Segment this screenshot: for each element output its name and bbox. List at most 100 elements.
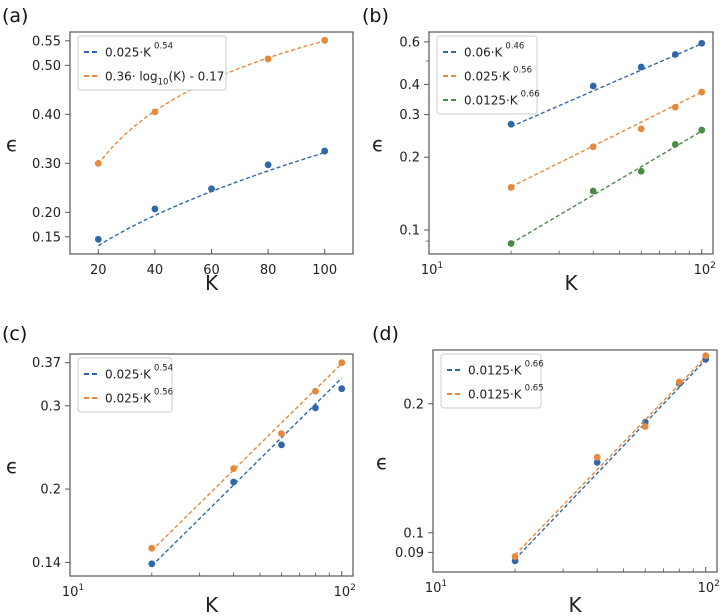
data-point bbox=[338, 359, 346, 367]
panel-label: (c) bbox=[2, 323, 27, 345]
y-tick-label: 0.3 bbox=[40, 399, 61, 414]
legend-entry: 0.0125·K 0.65 bbox=[468, 384, 544, 402]
y-axis-label: ϵ bbox=[372, 132, 384, 156]
x-tick-label: 101 bbox=[62, 583, 84, 600]
legend: 0.025·K 0.54 0.36· log10(K) - 0.17 bbox=[77, 35, 227, 91]
data-point bbox=[338, 385, 346, 393]
y-axis-label: ϵ bbox=[376, 450, 388, 474]
data-point bbox=[589, 82, 597, 90]
y-tick-label: 0.30 bbox=[32, 157, 61, 172]
x-axis-label: K bbox=[568, 593, 582, 616]
fit-line-orange bbox=[514, 356, 707, 556]
data-point bbox=[151, 205, 159, 213]
data-point bbox=[278, 441, 285, 449]
data-point bbox=[589, 143, 597, 151]
data-point bbox=[148, 560, 156, 568]
legend-box bbox=[440, 353, 542, 409]
fit-line-orange bbox=[151, 362, 343, 552]
x-tick-label: 102 bbox=[694, 261, 716, 278]
data-point bbox=[321, 147, 329, 155]
data-point bbox=[312, 387, 319, 395]
y-tick-label: 0.3 bbox=[399, 108, 420, 123]
data-point bbox=[507, 240, 515, 247]
data-point bbox=[148, 544, 156, 552]
x-axis-label: K bbox=[205, 593, 219, 616]
x-tick-label: 101 bbox=[425, 579, 447, 596]
legend: 0.025·K 0.54 0.025·K 0.56 bbox=[77, 357, 173, 413]
y-tick-label: 0.2 bbox=[40, 483, 61, 498]
legend-box bbox=[436, 35, 538, 115]
data-point bbox=[230, 478, 238, 486]
x-tick-label: 102 bbox=[334, 583, 356, 600]
panel-b: (b) 0.1 0.2 0.3 0.4 0.6 101 102 Kϵ 0.06·K 0.46 0.02… bbox=[362, 5, 716, 295]
legend-entry: 0.06·K 0.46 bbox=[464, 42, 524, 60]
fit-line-blue bbox=[514, 359, 707, 560]
data-point bbox=[698, 88, 706, 96]
x-tick-label: 40 bbox=[147, 263, 164, 278]
data-point bbox=[675, 378, 683, 386]
data-point bbox=[671, 103, 679, 111]
plot-frame bbox=[428, 31, 714, 255]
y-tick-label: 0.1 bbox=[403, 526, 424, 541]
x-tick-label: 101 bbox=[421, 261, 443, 278]
data-point bbox=[321, 36, 329, 44]
data-point bbox=[94, 235, 102, 243]
legend: 0.06·K 0.46 0.025·K 0.56 0.0125·K 0.66 bbox=[436, 35, 540, 115]
y-tick-label: 0.50 bbox=[32, 59, 61, 74]
x-tick-label: 100 bbox=[312, 263, 337, 278]
data-point bbox=[208, 185, 215, 193]
y-tick-label: 0.55 bbox=[32, 34, 61, 49]
x-axis-label: K bbox=[564, 271, 578, 295]
fit-line-blue bbox=[151, 377, 343, 567]
x-tick-label: 102 bbox=[698, 579, 720, 596]
legend-entry: 0.0125·K 0.66 bbox=[468, 360, 544, 378]
panel-label: (d) bbox=[372, 323, 399, 345]
legend-box bbox=[77, 35, 227, 91]
data-point bbox=[593, 458, 601, 466]
data-point bbox=[671, 51, 679, 58]
y-tick-label: 0.40 bbox=[32, 108, 61, 123]
panel-label: (a) bbox=[2, 5, 28, 27]
data-point bbox=[641, 423, 649, 430]
data-point bbox=[264, 55, 272, 63]
data-point bbox=[278, 430, 285, 438]
y-tick-label: 0.2 bbox=[403, 397, 424, 412]
data-point bbox=[507, 120, 515, 128]
x-tick-label: 20 bbox=[90, 263, 107, 278]
legend-entry: 0.025·K 0.56 bbox=[464, 66, 532, 84]
y-tick-label: 0.6 bbox=[399, 35, 420, 50]
y-tick-label: 0.2 bbox=[399, 151, 420, 166]
fit-line-blue bbox=[510, 43, 702, 128]
data-point bbox=[671, 141, 679, 148]
y-tick-label: 0.1 bbox=[399, 224, 420, 239]
fit-line-green bbox=[510, 130, 703, 245]
data-point bbox=[637, 125, 645, 133]
y-axis-label: ϵ bbox=[6, 454, 18, 478]
y-axis-label: ϵ bbox=[6, 132, 18, 156]
plot-frame bbox=[69, 353, 354, 577]
data-point bbox=[593, 453, 601, 461]
legend-entry: 0.0125·K 0.66 bbox=[464, 90, 540, 108]
panel-d: (d) 0.09 0.1 0.2 101 102 Kϵ 0.0125·K 0.66 0.0125·… bbox=[372, 323, 720, 616]
y-tick-label: 0.09 bbox=[395, 546, 424, 561]
x-axis-label: K bbox=[205, 271, 219, 295]
data-point bbox=[507, 184, 515, 191]
data-point bbox=[264, 161, 272, 169]
panel-label: (b) bbox=[362, 5, 389, 27]
data-point bbox=[698, 126, 706, 134]
data-point bbox=[637, 63, 645, 71]
data-point bbox=[637, 167, 645, 175]
data-point bbox=[312, 404, 319, 412]
fit-line-orange bbox=[510, 91, 703, 188]
data-point bbox=[511, 553, 519, 560]
y-tick-label: 0.20 bbox=[32, 206, 61, 221]
data-point bbox=[589, 187, 597, 195]
data-point bbox=[698, 39, 706, 47]
y-tick-label: 0.37 bbox=[32, 356, 61, 371]
data-point bbox=[230, 465, 238, 472]
legend-entry: 0.36· log10(K) - 0.17 bbox=[105, 70, 224, 88]
x-tick-label: 60 bbox=[203, 263, 220, 278]
x-tick-label: 80 bbox=[260, 263, 277, 278]
